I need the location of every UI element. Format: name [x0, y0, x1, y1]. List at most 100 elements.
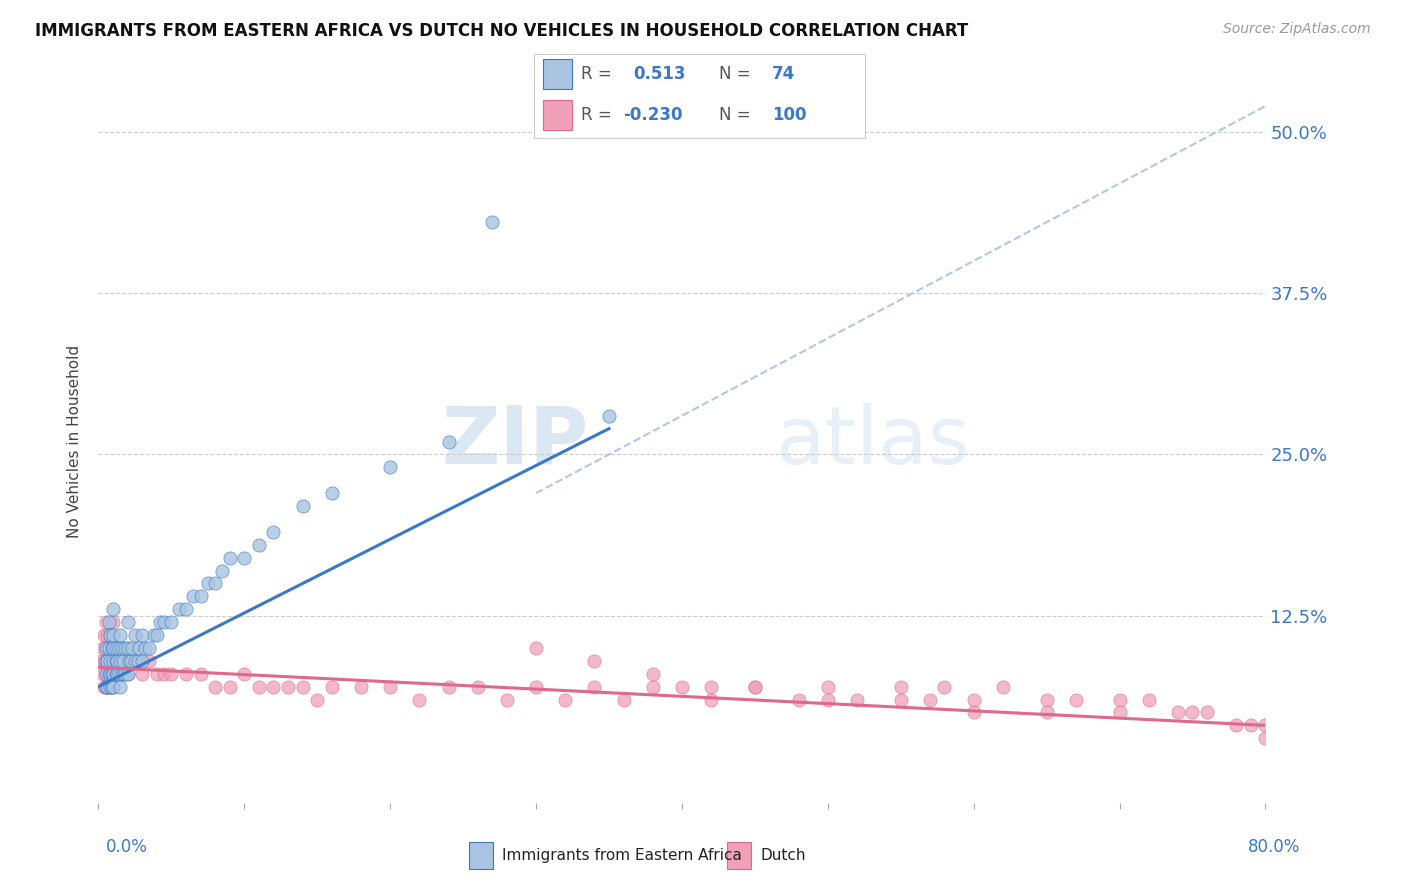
Point	[101, 680, 124, 694]
Point	[110, 680, 132, 694]
Point	[149, 615, 172, 630]
Point	[890, 692, 912, 706]
Point	[105, 654, 128, 668]
Point	[97, 680, 120, 694]
Point	[101, 640, 124, 655]
Point	[787, 692, 810, 706]
Point	[114, 640, 136, 655]
Point	[101, 602, 124, 616]
Point	[98, 628, 121, 642]
Point	[1108, 692, 1130, 706]
Point	[101, 640, 124, 655]
Point	[101, 680, 124, 694]
Point	[408, 692, 430, 706]
Point	[124, 654, 146, 668]
Point	[104, 654, 127, 668]
Text: N =: N =	[720, 65, 751, 83]
Point	[100, 640, 122, 655]
Point	[1240, 718, 1263, 732]
Text: 0.0%: 0.0%	[105, 838, 148, 855]
Point	[98, 628, 121, 642]
Point	[134, 640, 156, 655]
Point	[437, 434, 460, 449]
Point	[700, 692, 723, 706]
Point	[204, 576, 226, 591]
Point	[94, 640, 117, 655]
Point	[380, 680, 402, 694]
Point	[291, 680, 314, 694]
Point	[1137, 692, 1160, 706]
Point	[104, 640, 127, 655]
Point	[96, 628, 118, 642]
Point	[110, 640, 132, 655]
Point	[321, 486, 343, 500]
Point	[110, 666, 132, 681]
Point	[583, 680, 606, 694]
Point	[111, 666, 134, 681]
Point	[1195, 706, 1218, 720]
Point	[94, 680, 117, 694]
Text: 100: 100	[772, 106, 807, 124]
Point	[128, 654, 150, 668]
Point	[94, 680, 117, 694]
Point	[94, 654, 117, 668]
Point	[117, 640, 139, 655]
Text: Immigrants from Eastern Africa: Immigrants from Eastern Africa	[502, 848, 742, 863]
Point	[467, 680, 489, 694]
Point	[218, 680, 240, 694]
Point	[94, 615, 117, 630]
Text: ZIP: ZIP	[441, 402, 589, 481]
Point	[94, 666, 117, 681]
Point	[380, 460, 402, 475]
Text: 0.513: 0.513	[633, 65, 686, 83]
Point	[105, 666, 128, 681]
Point	[583, 654, 606, 668]
Point	[112, 666, 135, 681]
Point	[131, 666, 153, 681]
Point	[671, 680, 693, 694]
Point	[612, 692, 634, 706]
Point	[94, 666, 117, 681]
Point	[110, 654, 132, 668]
Point	[524, 680, 547, 694]
Point	[117, 666, 139, 681]
Point	[120, 654, 142, 668]
Point	[481, 215, 503, 229]
Point	[181, 590, 204, 604]
Point	[97, 666, 120, 681]
Point	[817, 680, 839, 694]
Text: R =: R =	[581, 106, 612, 124]
Point	[127, 654, 149, 668]
Point	[96, 680, 118, 694]
Point	[174, 666, 197, 681]
Point	[96, 654, 118, 668]
Text: N =: N =	[720, 106, 751, 124]
Point	[1254, 718, 1277, 732]
Bar	[727, 842, 751, 869]
Point	[190, 666, 212, 681]
Text: atlas: atlas	[775, 402, 970, 481]
Point	[101, 666, 124, 681]
Point	[124, 628, 146, 642]
Point	[131, 654, 153, 668]
Point	[114, 654, 136, 668]
Point	[93, 680, 115, 694]
Point	[100, 666, 122, 681]
Point	[100, 680, 122, 694]
Point	[817, 692, 839, 706]
Point	[97, 640, 120, 655]
Text: 80.0%: 80.0%	[1249, 838, 1301, 855]
Text: R =: R =	[581, 65, 612, 83]
Point	[98, 654, 121, 668]
Point	[1181, 706, 1204, 720]
Point	[262, 680, 284, 694]
Point	[111, 654, 134, 668]
Point	[247, 538, 270, 552]
Point	[277, 680, 299, 694]
Point	[112, 654, 135, 668]
Point	[110, 628, 132, 642]
Point	[117, 615, 139, 630]
Point	[93, 654, 115, 668]
Text: Dutch: Dutch	[761, 848, 806, 863]
Point	[1108, 706, 1130, 720]
